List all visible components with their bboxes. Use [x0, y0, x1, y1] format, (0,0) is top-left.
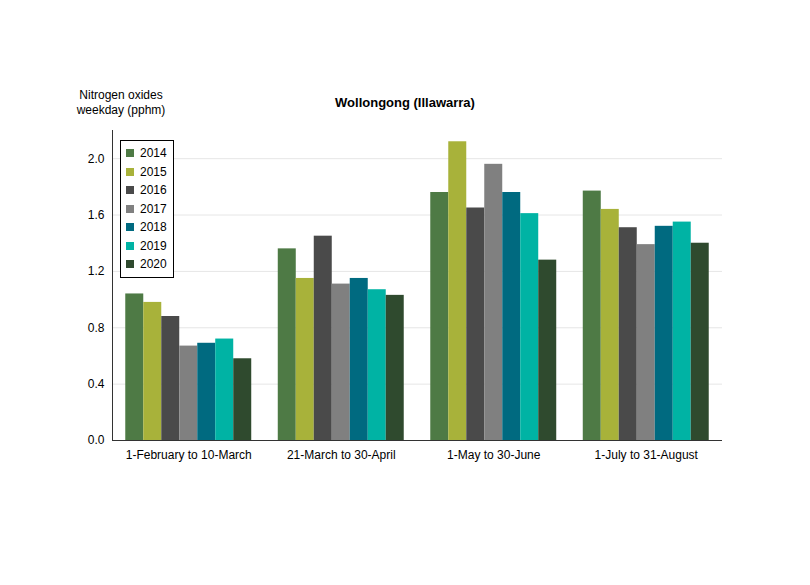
html-text:2017: 2017 [140, 201, 167, 216]
svg-text:1.2: 1.2 [88, 264, 105, 278]
svg-text:0.4: 0.4 [88, 377, 105, 391]
html-text:Wollongong (Illawarra): Wollongong (Illawarra) [335, 95, 475, 110]
svg-text:0.0: 0.0 [88, 433, 105, 447]
html-text:2019: 2019 [140, 238, 167, 253]
svg-text:1.6: 1.6 [88, 208, 105, 222]
html-text:Nitrogen oxides weekday (pphm): Nitrogen oxides weekday (pphm) [76, 88, 166, 117]
svg-text:0.8: 0.8 [88, 321, 105, 335]
html-text:2020: 2020 [140, 257, 167, 272]
html-text:2016: 2016 [140, 183, 167, 198]
svg-text:1-February to 10-March: 1-February to 10-March [126, 448, 252, 462]
html-text:2018: 2018 [140, 220, 167, 235]
svg-text:1-July to 31-August: 1-July to 31-August [595, 448, 699, 462]
html-text:2014: 2014 [140, 146, 167, 161]
html-text:2015: 2015 [140, 164, 167, 179]
svg-text:21-March to 30-April: 21-March to 30-April [287, 448, 396, 462]
svg-text:2.0: 2.0 [88, 152, 105, 166]
svg-text:1-May to 30-June: 1-May to 30-June [447, 448, 541, 462]
